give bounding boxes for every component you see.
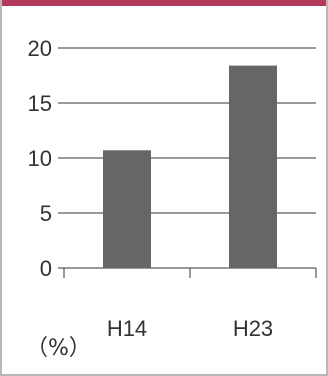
- bar-h14: [103, 150, 151, 268]
- x-axis-labels: H14 H23: [107, 316, 273, 341]
- x-label-h14: H14: [107, 316, 147, 341]
- grid-lines: [64, 47, 316, 269]
- y-tick-label-5: 5: [40, 201, 52, 226]
- y-tick-label-20: 20: [28, 36, 52, 61]
- x-label-h23: H23: [233, 316, 273, 341]
- y-axis-ticks: 0 5 10 15 20: [28, 36, 64, 281]
- y-tick-label-0: 0: [40, 256, 52, 281]
- y-tick-label-10: 10: [28, 146, 52, 171]
- x-axis: [63, 268, 317, 278]
- y-tick-label-15: 15: [28, 91, 52, 116]
- unit-label: （%）: [26, 336, 91, 361]
- top-accent-bar: [2, 0, 326, 6]
- bars: [103, 65, 277, 268]
- bar-h23: [229, 65, 277, 268]
